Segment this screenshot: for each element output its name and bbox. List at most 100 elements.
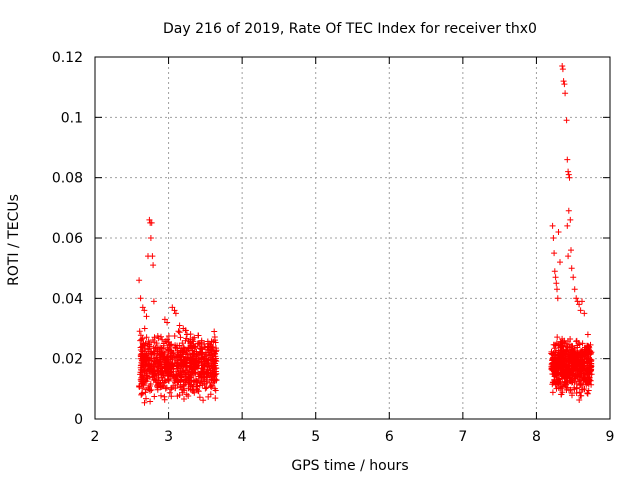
- data-point: [154, 383, 161, 390]
- data-point: [557, 342, 564, 349]
- data-point: [205, 393, 212, 400]
- data-point: [137, 369, 144, 376]
- data-point: [582, 344, 588, 351]
- data-point: [196, 394, 203, 401]
- data-point: [548, 350, 555, 357]
- data-point: [565, 207, 572, 214]
- data-point: [570, 376, 577, 383]
- data-point: [151, 348, 158, 355]
- x-tick-label: 9: [606, 429, 615, 445]
- data-point: [584, 371, 591, 378]
- data-point: [158, 392, 164, 399]
- data-point: [139, 335, 146, 342]
- data-point: [555, 229, 562, 235]
- data-point: [141, 307, 148, 314]
- x-tick-label: 8: [532, 429, 541, 445]
- data-point: [553, 280, 560, 287]
- data-point: [191, 355, 198, 362]
- data-point: [172, 385, 179, 392]
- data-point: [149, 367, 156, 374]
- data-point: [137, 295, 144, 302]
- data-point: [145, 366, 152, 373]
- data-point: [140, 382, 147, 389]
- data-point: [172, 310, 179, 317]
- data-point: [206, 340, 212, 347]
- data-point: [181, 376, 187, 383]
- data-point: [154, 333, 161, 339]
- data-point: [166, 389, 173, 396]
- y-tick-label: 0.12: [52, 50, 83, 66]
- data-point: [186, 359, 193, 366]
- data-point: [201, 381, 208, 388]
- data-point: [196, 341, 203, 348]
- x-tick-label: 5: [311, 429, 320, 445]
- data-point: [168, 373, 175, 380]
- data-point: [151, 334, 158, 341]
- data-point: [584, 390, 591, 397]
- data-point: [151, 393, 158, 400]
- data-point: [212, 350, 219, 357]
- data-point: [162, 349, 168, 356]
- data-point: [141, 325, 148, 332]
- data-point: [571, 347, 578, 354]
- data-point: [149, 253, 156, 260]
- data-point: [164, 369, 171, 376]
- x-tick-label: 2: [91, 429, 100, 445]
- data-point: [185, 344, 192, 351]
- axis-ticks: 2 3 4 5 6 7 8 9 0 0.02 0.04 0.06 0.08 0.1 0.12: [52, 50, 615, 445]
- data-point: [191, 334, 198, 341]
- data-point: [569, 371, 576, 378]
- data-point: [571, 286, 578, 293]
- data-point: [211, 328, 218, 335]
- data-point: [553, 369, 560, 375]
- data-point: [564, 343, 570, 350]
- data-point: [562, 378, 569, 385]
- data-point: [161, 316, 168, 323]
- data-point: [177, 383, 184, 390]
- data-point: [581, 310, 588, 317]
- data-point: [573, 367, 580, 374]
- data-point: [187, 383, 194, 390]
- data-point: [143, 378, 150, 385]
- data-point: [199, 349, 206, 356]
- data-point: [161, 360, 168, 367]
- data-point: [207, 391, 214, 398]
- data-point: [212, 395, 219, 402]
- data-point: [558, 383, 565, 389]
- data-point: [207, 341, 214, 348]
- data-point: [570, 274, 577, 281]
- data-point: [146, 343, 153, 350]
- data-point: [566, 358, 573, 365]
- data-point: [138, 391, 145, 398]
- data-point: [568, 342, 575, 349]
- data-point: [573, 385, 580, 392]
- data-point: [568, 379, 575, 386]
- data-point: [176, 322, 183, 329]
- data-point: [167, 356, 174, 363]
- data-point: [566, 347, 573, 354]
- data-point: [170, 350, 177, 357]
- data-point: [148, 351, 155, 358]
- data-point: [178, 353, 185, 360]
- data-point: [576, 389, 583, 396]
- data-point: [198, 337, 205, 344]
- data-point: [164, 319, 171, 326]
- data-point: [186, 367, 193, 373]
- data-point: [155, 370, 162, 377]
- data-point: [136, 277, 143, 284]
- data-point: [153, 340, 160, 347]
- data-point: [587, 341, 594, 348]
- data-point: [585, 387, 592, 394]
- data-point: [136, 383, 143, 390]
- data-point: [586, 355, 593, 362]
- data-point: [198, 355, 205, 362]
- data-point: [163, 366, 170, 373]
- y-tick-label: 0: [74, 412, 83, 428]
- data-point: [171, 307, 178, 314]
- data-point: [557, 357, 564, 364]
- data-point: [174, 359, 181, 366]
- data-point: [208, 346, 215, 353]
- data-point: [175, 328, 182, 335]
